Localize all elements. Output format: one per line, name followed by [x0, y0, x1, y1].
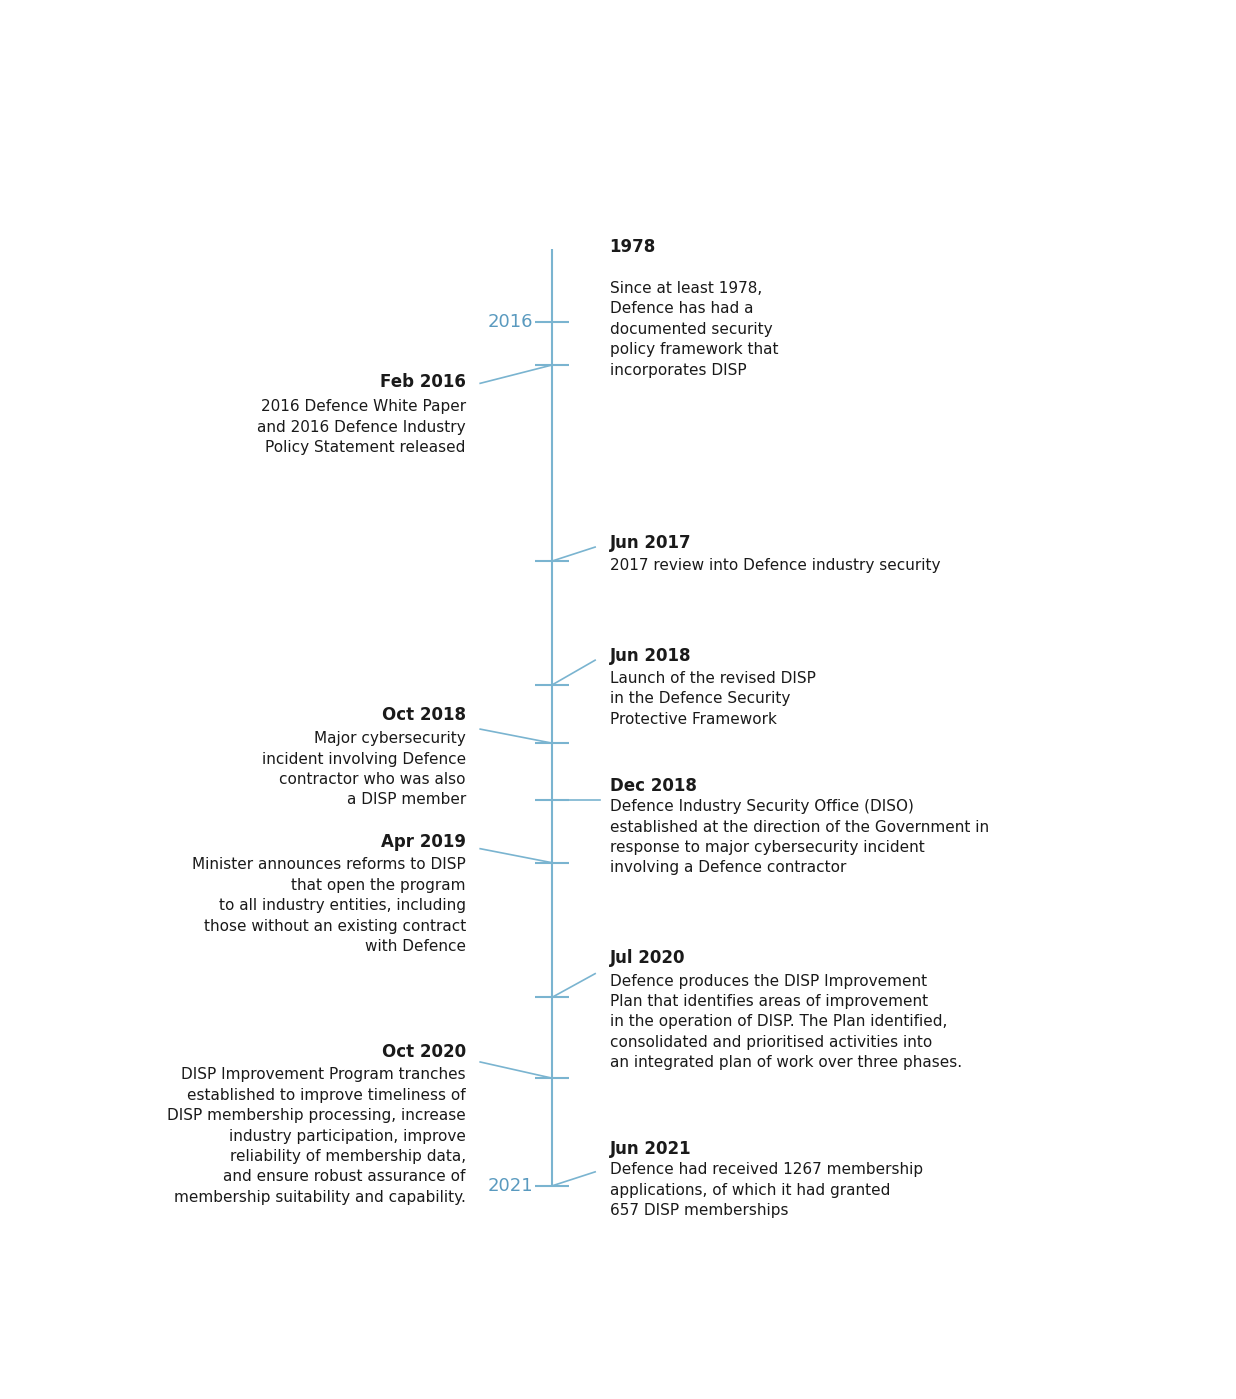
Text: Since at least 1978,
Defence has had a
documented security
policy framework that: Since at least 1978, Defence has had a d…	[609, 281, 777, 378]
Text: 2021: 2021	[487, 1177, 533, 1195]
Text: Defence Industry Security Office (DISO)
established at the direction of the Gove: Defence Industry Security Office (DISO) …	[609, 799, 989, 876]
Text: Jul 2020: Jul 2020	[609, 949, 685, 967]
Text: Jun 2017: Jun 2017	[609, 534, 691, 553]
Text: Major cybersecurity
incident involving Defence
contractor who was also
a DISP me: Major cybersecurity incident involving D…	[262, 732, 466, 807]
Text: Defence had received 1267 membership
applications, of which it had granted
657 D: Defence had received 1267 membership app…	[609, 1163, 922, 1219]
Text: 2016: 2016	[487, 313, 533, 332]
Text: Feb 2016: Feb 2016	[379, 372, 466, 390]
Text: Jun 2021: Jun 2021	[609, 1140, 691, 1157]
Text: Minister announces reforms to DISP
that open the program
to all industry entitie: Minister announces reforms to DISP that …	[192, 858, 466, 954]
Text: Defence produces the DISP Improvement
Plan that identifies areas of improvement
: Defence produces the DISP Improvement Pl…	[609, 974, 962, 1070]
Text: 2016 Defence White Paper
and 2016 Defence Industry
Policy Statement released: 2016 Defence White Paper and 2016 Defenc…	[257, 400, 466, 455]
Text: 1978: 1978	[609, 238, 656, 256]
Text: Jun 2018: Jun 2018	[609, 648, 691, 666]
Text: Oct 2020: Oct 2020	[382, 1042, 466, 1060]
Text: Launch of the revised DISP
in the Defence Security
Protective Framework: Launch of the revised DISP in the Defenc…	[609, 672, 816, 726]
Text: Dec 2018: Dec 2018	[609, 776, 696, 795]
Text: DISP Improvement Program tranches
established to improve timeliness of
DISP memb: DISP Improvement Program tranches establ…	[167, 1067, 466, 1205]
Text: 2017 review into Defence industry security: 2017 review into Defence industry securi…	[609, 558, 941, 572]
Text: Oct 2018: Oct 2018	[382, 706, 466, 725]
Text: Apr 2019: Apr 2019	[381, 832, 466, 851]
